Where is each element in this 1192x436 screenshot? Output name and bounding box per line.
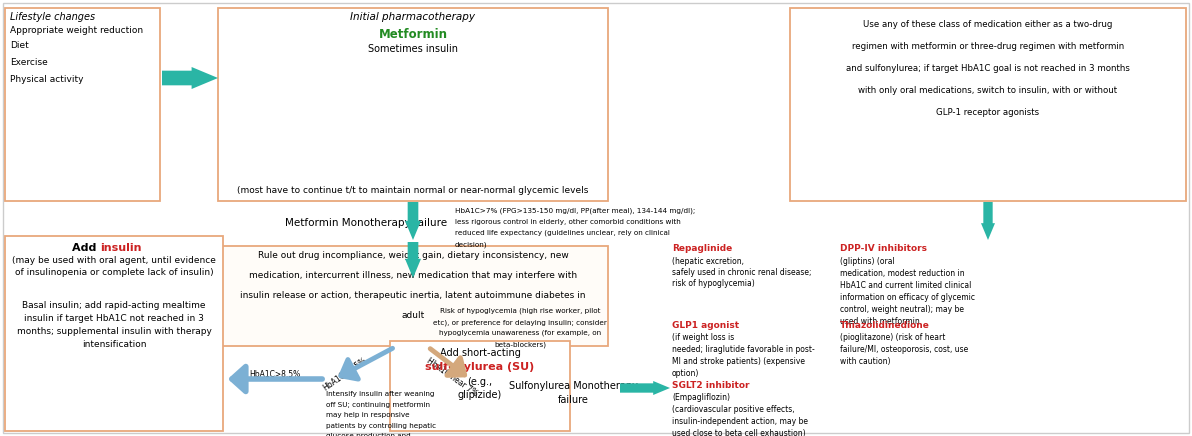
- Text: needed; liraglutide favorable in post-: needed; liraglutide favorable in post-: [672, 345, 815, 354]
- Text: SGLT2 inhibitor: SGLT2 inhibitor: [672, 381, 750, 390]
- Text: failure: failure: [558, 395, 589, 405]
- Text: beta-blockers): beta-blockers): [493, 341, 546, 347]
- Text: Sometimes insulin: Sometimes insulin: [368, 44, 458, 54]
- Text: off SU; continuing metformin: off SU; continuing metformin: [325, 402, 430, 408]
- Polygon shape: [405, 202, 421, 240]
- Text: risk of hypoglycemia): risk of hypoglycemia): [672, 279, 755, 288]
- Text: Thiazolidinedione: Thiazolidinedione: [840, 321, 930, 330]
- Text: failure/MI, osteoporosis, cost, use: failure/MI, osteoporosis, cost, use: [840, 345, 968, 354]
- Text: used close to beta cell exhaustion): used close to beta cell exhaustion): [672, 429, 806, 436]
- Text: HbA1C>8.5%: HbA1C>8.5%: [322, 356, 368, 393]
- Text: DPP-IV inhibitors: DPP-IV inhibitors: [840, 244, 927, 253]
- Text: (hepatic excretion,: (hepatic excretion,: [672, 257, 744, 266]
- Text: may help in responsive: may help in responsive: [325, 412, 410, 418]
- Polygon shape: [405, 242, 421, 278]
- Text: months; supplemental insulin with therapy: months; supplemental insulin with therap…: [17, 327, 211, 336]
- Text: (may be used with oral agent, until evidence: (may be used with oral agent, until evid…: [12, 256, 216, 265]
- Text: patients by controlling hepatic: patients by controlling hepatic: [325, 422, 436, 429]
- Text: Add short-acting: Add short-acting: [440, 348, 521, 358]
- Text: option): option): [672, 369, 700, 378]
- Text: medication, modest reduction in: medication, modest reduction in: [840, 269, 964, 278]
- FancyBboxPatch shape: [218, 246, 608, 346]
- Text: safely used in chronic renal disease;: safely used in chronic renal disease;: [672, 268, 812, 277]
- Text: (most have to continue t/t to maintain normal or near-normal glycemic levels: (most have to continue t/t to maintain n…: [237, 186, 589, 195]
- FancyBboxPatch shape: [5, 8, 160, 201]
- Text: Add: Add: [72, 243, 100, 253]
- Text: Exercise: Exercise: [10, 58, 48, 67]
- Polygon shape: [981, 202, 995, 240]
- Text: control, weight neutral); may be: control, weight neutral); may be: [840, 305, 964, 314]
- Text: Rule out drug incompliance, weight gain, dietary inconsistency, new: Rule out drug incompliance, weight gain,…: [257, 251, 569, 260]
- Text: (Empagliflozin): (Empagliflozin): [672, 393, 730, 402]
- Text: (gliptins) (oral: (gliptins) (oral: [840, 257, 895, 266]
- Text: information on efficacy of glycemic: information on efficacy of glycemic: [840, 293, 975, 302]
- Text: with caution): with caution): [840, 357, 890, 366]
- Text: glipizide): glipizide): [458, 390, 502, 400]
- Text: GLP-1 receptor agonists: GLP-1 receptor agonists: [937, 108, 1039, 117]
- FancyBboxPatch shape: [5, 236, 223, 431]
- Text: insulin: insulin: [100, 243, 142, 253]
- Text: decision): decision): [455, 241, 488, 248]
- Text: Basal insulin; add rapid-acting mealtime: Basal insulin; add rapid-acting mealtime: [23, 301, 206, 310]
- Text: Use any of these class of medication either as a two-drug: Use any of these class of medication eit…: [863, 20, 1112, 29]
- Text: Lifestyle changes: Lifestyle changes: [10, 12, 95, 22]
- Text: (pioglitazone) (risk of heart: (pioglitazone) (risk of heart: [840, 333, 945, 342]
- Text: of insulinopenia or complete lack of insulin): of insulinopenia or complete lack of ins…: [14, 268, 213, 277]
- Polygon shape: [620, 381, 670, 395]
- Text: insulin if target HbA1C not reached in 3: insulin if target HbA1C not reached in 3: [24, 314, 204, 323]
- Text: adult: adult: [402, 311, 424, 320]
- Text: (e.g.,: (e.g.,: [467, 377, 492, 387]
- Text: Appropriate weight reduction: Appropriate weight reduction: [10, 26, 143, 35]
- Text: HbA1C near 7%: HbA1C near 7%: [424, 356, 479, 398]
- Text: HbA1C and current limited clinical: HbA1C and current limited clinical: [840, 281, 971, 290]
- Text: reduced life expectancy (guidelines unclear, rely on clinical: reduced life expectancy (guidelines uncl…: [455, 230, 670, 236]
- FancyBboxPatch shape: [218, 8, 608, 201]
- Text: intensification: intensification: [82, 340, 147, 349]
- Text: Initial pharmacotherapy: Initial pharmacotherapy: [350, 12, 476, 22]
- Text: regimen with metformin or three-drug regimen with metformin: regimen with metformin or three-drug reg…: [852, 42, 1124, 51]
- Text: Metformin: Metformin: [379, 28, 447, 41]
- Text: hypoglycemia unawareness (for example, on: hypoglycemia unawareness (for example, o…: [439, 330, 601, 337]
- Text: insulin-independent action, may be: insulin-independent action, may be: [672, 417, 808, 426]
- Text: (cardiovascular positive effects,: (cardiovascular positive effects,: [672, 405, 795, 414]
- Text: Repaglinide: Repaglinide: [672, 244, 732, 253]
- Text: Sulfonylurea Monotherapy: Sulfonylurea Monotherapy: [509, 381, 638, 391]
- Text: MI and stroke patients) (expensive: MI and stroke patients) (expensive: [672, 357, 805, 366]
- Text: HbA1C>8.5%: HbA1C>8.5%: [249, 370, 300, 379]
- Text: Intensify insulin after weaning: Intensify insulin after weaning: [325, 391, 435, 397]
- Text: insulin release or action, therapeutic inertia, latent autoimmune diabetes in: insulin release or action, therapeutic i…: [241, 291, 585, 300]
- Text: used with metformin: used with metformin: [840, 317, 920, 326]
- Text: and sulfonylurea; if target HbA1C goal is not reached in 3 months: and sulfonylurea; if target HbA1C goal i…: [846, 64, 1130, 73]
- Text: Risk of hypoglycemia (high rise worker, pilot: Risk of hypoglycemia (high rise worker, …: [440, 308, 601, 314]
- Text: (if weight loss is: (if weight loss is: [672, 333, 734, 342]
- Text: sulfonylurea (SU): sulfonylurea (SU): [426, 362, 535, 372]
- Text: GLP1 agonist: GLP1 agonist: [672, 321, 739, 330]
- Polygon shape: [162, 67, 218, 89]
- Text: medication, intercurrent illness, new medication that may interfere with: medication, intercurrent illness, new me…: [249, 271, 577, 280]
- FancyBboxPatch shape: [390, 341, 570, 431]
- Text: with only oral medications, switch to insulin, with or without: with only oral medications, switch to in…: [858, 86, 1118, 95]
- FancyBboxPatch shape: [790, 8, 1186, 201]
- Text: less rigorous control in elderly, other comorbid conditions with: less rigorous control in elderly, other …: [455, 219, 681, 225]
- FancyBboxPatch shape: [4, 3, 1188, 433]
- Text: etc), or preference for delaying insulin; consider: etc), or preference for delaying insulin…: [433, 319, 607, 326]
- Text: HbA1C>7% (FPG>135-150 mg/dl, PP(after meal), 134-144 mg/dl);: HbA1C>7% (FPG>135-150 mg/dl, PP(after me…: [455, 208, 695, 215]
- Text: Physical activity: Physical activity: [10, 75, 83, 84]
- Text: glucose production and: glucose production and: [325, 433, 411, 436]
- Text: Metformin Monotherapy failure: Metformin Monotherapy failure: [285, 218, 447, 228]
- Text: Diet: Diet: [10, 41, 29, 50]
